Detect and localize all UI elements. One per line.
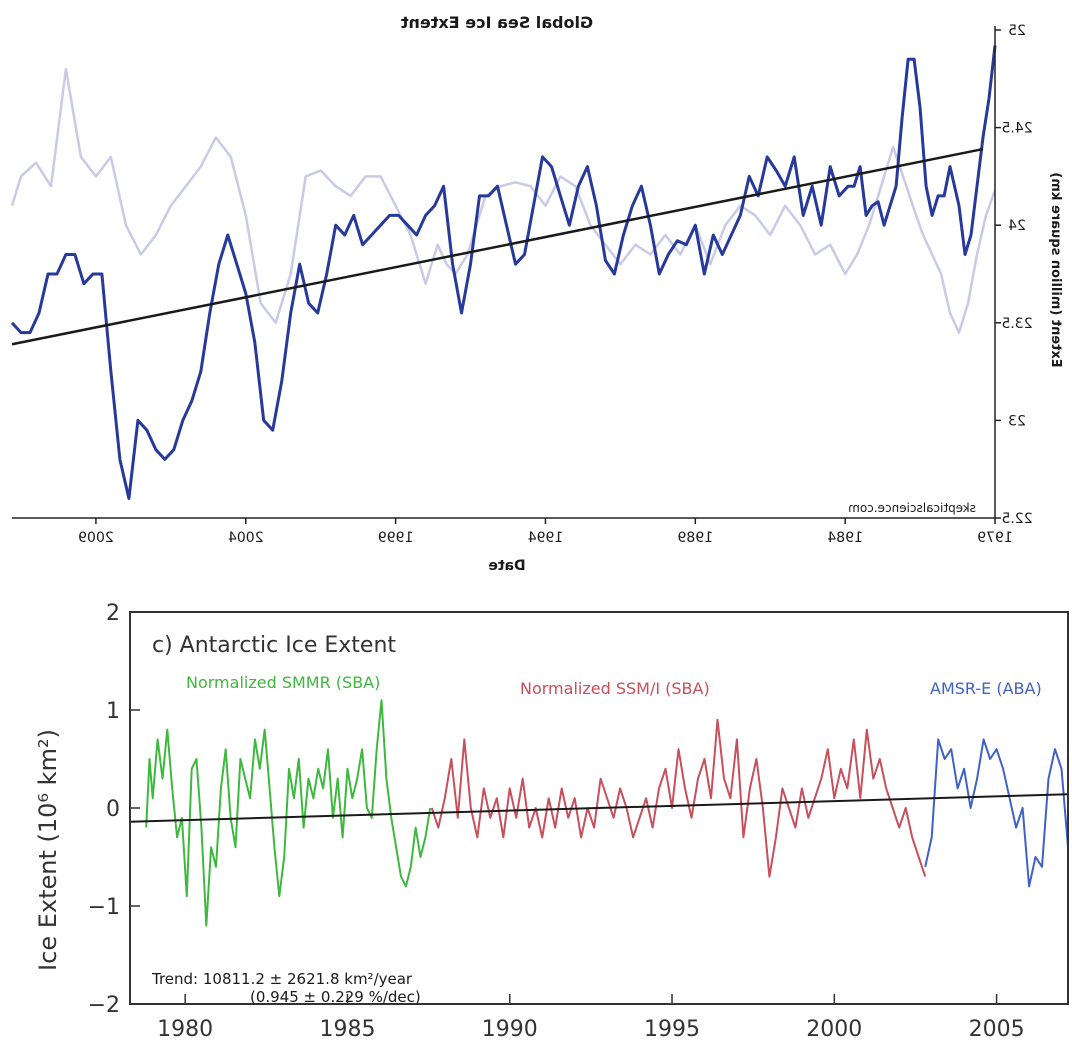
bottom-y-tick-label: 2 (106, 601, 120, 626)
bottom-x-tick-label: 1995 (644, 1017, 700, 1042)
extent-series-line (10, 45, 997, 500)
bottom-x-tick-label: 2000 (806, 1017, 862, 1042)
series-line-2 (924, 738, 1069, 888)
top-x-tick-label: 1989 (677, 530, 713, 546)
series-line-0 (145, 699, 432, 927)
bottom-y-axis-label: Ice Extent (10⁶ km²) (34, 729, 62, 971)
bottom-x-tick-label: 1990 (482, 1017, 538, 1042)
bottom-x-tick-label: 1980 (157, 1017, 213, 1042)
bottom-y-tick-label: −2 (88, 993, 120, 1018)
top-y-tick-label: 24.5 (1001, 121, 1032, 137)
legend-amsre: AMSR-E (ABA) (930, 679, 1042, 698)
top-y-tick-label: 23.5 (1001, 316, 1032, 332)
top-y-axis-label: Extent (million square km) (1048, 172, 1063, 367)
bottom-y-tick-label: 0 (106, 797, 120, 822)
top-x-axis-label: Date (488, 558, 525, 574)
legend-ssmi: Normalized SSM/I (SBA) (520, 679, 710, 698)
top-x-tick-label: 1984 (827, 530, 863, 546)
global-sea-ice-chart: 22.5 23 23.5 24 24.5 25 1979 1984 1989 1994 1999 20… (0, 0, 1072, 580)
top-y-tick-label: 23 (1008, 413, 1026, 429)
top-axes: 22.5 23 23.5 24 24.5 25 1979 1984 1989 1994 1999 20… (12, 23, 1033, 546)
legend-smmr: Normalized SMMR (SBA) (186, 673, 380, 692)
top-plot-area (10, 45, 997, 500)
trend-line (11, 147, 984, 346)
series-line-1 (430, 718, 927, 878)
top-x-tick-label: 2004 (228, 530, 264, 546)
bottom-x-tick-label: 2005 (969, 1017, 1025, 1042)
bottom-y-tick-label: −1 (88, 895, 120, 920)
top-chart-background (0, 0, 1072, 580)
trend-annotation-line1: Trend: 10811.2 ± 2621.8 km²/year (151, 970, 413, 988)
bottom-axes: −2 −1 0 1 2 1980 1985 1990 1995 2000 2005 (88, 601, 1069, 1042)
top-x-tick-label: 1979 (977, 530, 1013, 546)
top-x-tick-label: 2009 (78, 530, 114, 546)
antarctic-ice-chart: −2 −1 0 1 2 1980 1985 1990 1995 2000 2005 c) Antar… (0, 588, 1072, 1050)
top-y-tick-label: 25 (1008, 23, 1026, 39)
trend-annotation-line2: (0.945 ± 0.229 %/dec) (250, 988, 421, 1006)
top-x-tick-label: 1994 (528, 530, 564, 546)
bottom-chart-title: c) Antarctic Ice Extent (152, 633, 396, 658)
bottom-y-tick-label: 1 (106, 699, 120, 724)
bottom-plot-area (129, 699, 1069, 927)
source-credit: skepticalscience.com (848, 501, 976, 515)
top-y-tick-label: 22.5 (1001, 511, 1032, 527)
faint-series-line (10, 67, 997, 334)
bottom-x-tick-label: 1985 (319, 1017, 375, 1042)
top-y-tick-label: 24 (1008, 218, 1026, 234)
top-chart-title: Global Sea Ice Extent (401, 13, 594, 32)
top-x-tick-label: 1999 (378, 530, 414, 546)
bottom-trend-line (129, 793, 1069, 823)
bottom-chart-background (0, 588, 1072, 1050)
